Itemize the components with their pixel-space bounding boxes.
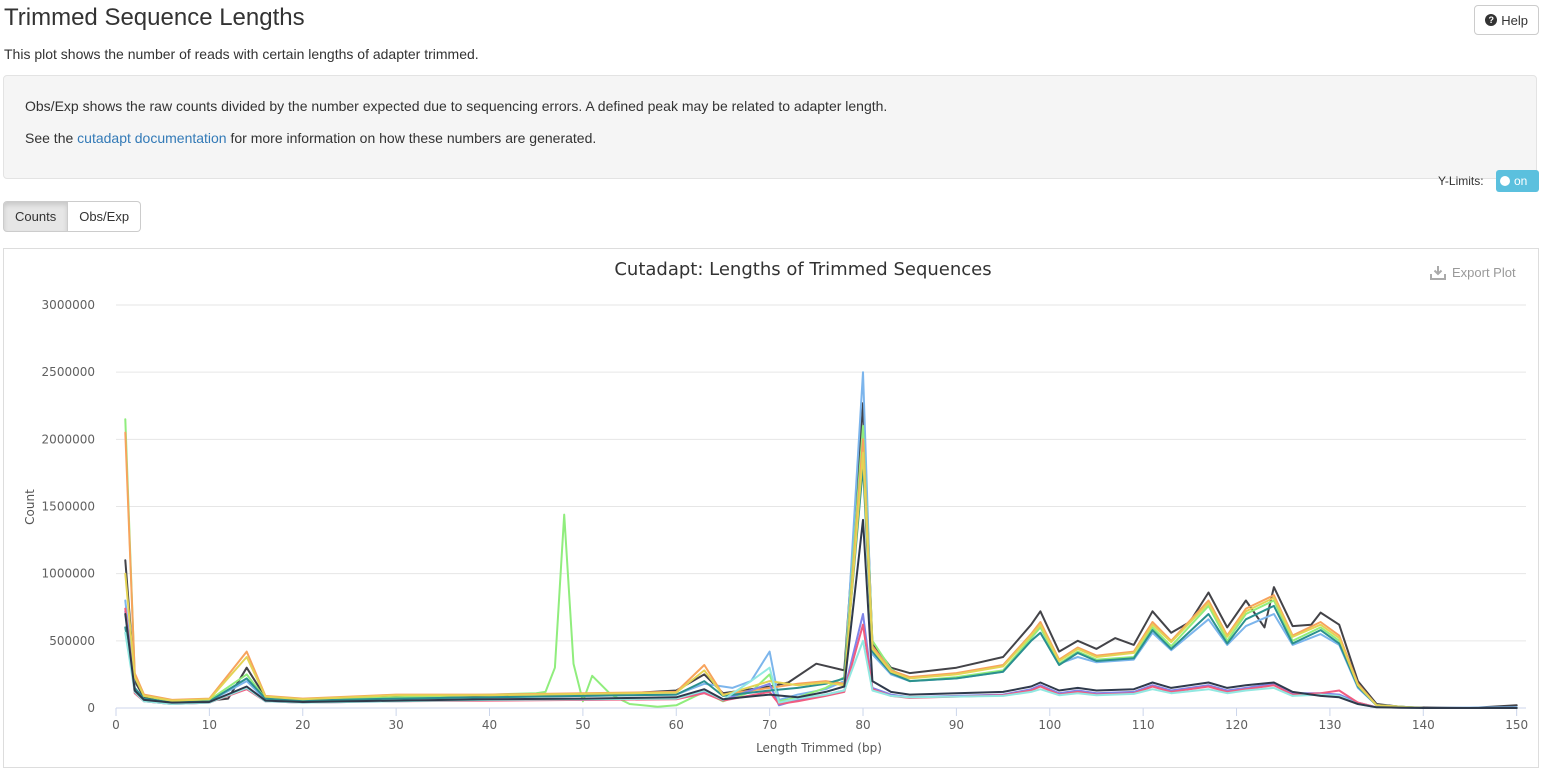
page-subtitle: This plot shows the number of reads with…	[4, 46, 479, 62]
tab-counts[interactable]: Counts	[3, 201, 69, 232]
plot-type-tabs: Counts Obs/Exp	[3, 201, 142, 232]
help-button[interactable]: ? Help	[1474, 5, 1539, 35]
info-line-2-prefix: See the	[25, 130, 78, 146]
toggle-knob-icon	[1500, 176, 1510, 186]
plot-panel	[3, 248, 1539, 768]
ylimits-state: on	[1514, 174, 1528, 188]
export-plot-button[interactable]: Export Plot	[1430, 265, 1516, 280]
ylimits-toggle[interactable]: on	[1496, 170, 1539, 192]
page-title: Trimmed Sequence Lengths	[4, 4, 305, 31]
cutadapt-docs-link[interactable]: cutadapt documentation	[77, 130, 227, 146]
download-icon	[1430, 265, 1446, 280]
info-line-1: Obs/Exp shows the raw counts divided by …	[25, 98, 888, 114]
help-button-label: Help	[1501, 12, 1528, 28]
info-line-2-suffix: for more information on how these number…	[226, 130, 597, 146]
ylimits-label: Y-Limits:	[1438, 174, 1484, 188]
info-line-2: See the cutadapt documentation for more …	[25, 130, 596, 146]
question-circle-icon: ?	[1485, 14, 1498, 26]
export-plot-label: Export Plot	[1452, 265, 1516, 280]
info-panel: Obs/Exp shows the raw counts divided by …	[3, 75, 1537, 179]
tab-obs-exp[interactable]: Obs/Exp	[68, 201, 142, 232]
